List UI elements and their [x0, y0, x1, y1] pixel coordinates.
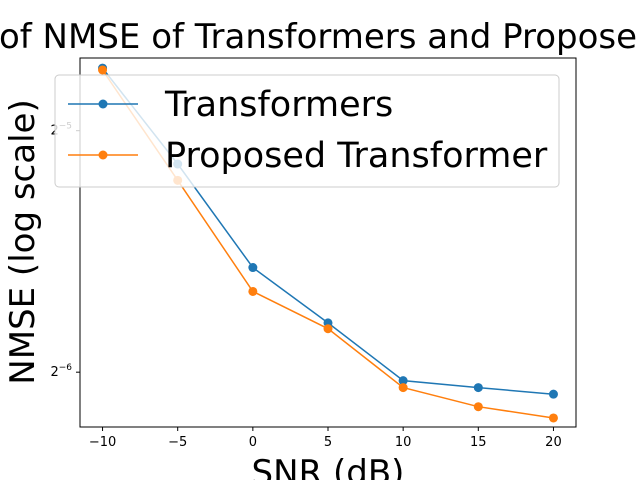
data-point-proposed-transformer — [548, 413, 558, 423]
chart-title: of NMSE of Transformers and Propose — [0, 17, 637, 57]
data-point-proposed-transformer — [248, 286, 258, 296]
data-point-proposed-transformer — [323, 324, 333, 334]
x-tick-label: 5 — [324, 435, 332, 450]
legend-box — [54, 74, 560, 188]
data-point-transformers — [398, 376, 408, 386]
data-point-transformers — [248, 263, 258, 273]
x-tick-label: 0 — [249, 435, 257, 450]
data-point-proposed-transformer — [473, 402, 483, 412]
data-point-transformers — [473, 383, 483, 393]
x-tick-label: −10 — [89, 435, 116, 450]
x-tick-label: 20 — [545, 435, 562, 450]
x-tick-label: 15 — [470, 435, 487, 450]
legend-label-transformers: Transformers — [164, 85, 393, 125]
legend: Transformers Proposed Transformer — [54, 74, 560, 188]
data-point-transformers — [548, 389, 558, 399]
x-axis-ticks: −10 −5 0 5 10 15 20 — [89, 427, 562, 450]
data-point-proposed-transformer — [98, 65, 108, 75]
x-axis-label: SNR (dB) — [252, 453, 405, 480]
x-tick-label: 10 — [395, 435, 412, 450]
y-tick-label: 2−6 — [50, 363, 72, 380]
data-point-proposed-transformer — [398, 383, 408, 393]
y-axis-label: NMSE (log scale) — [3, 99, 43, 384]
legend-marker-proposed-transformer — [98, 150, 108, 160]
legend-label-proposed-transformer: Proposed Transformer — [165, 136, 548, 176]
legend-marker-transformers — [98, 99, 108, 109]
x-tick-label: −5 — [168, 435, 187, 450]
